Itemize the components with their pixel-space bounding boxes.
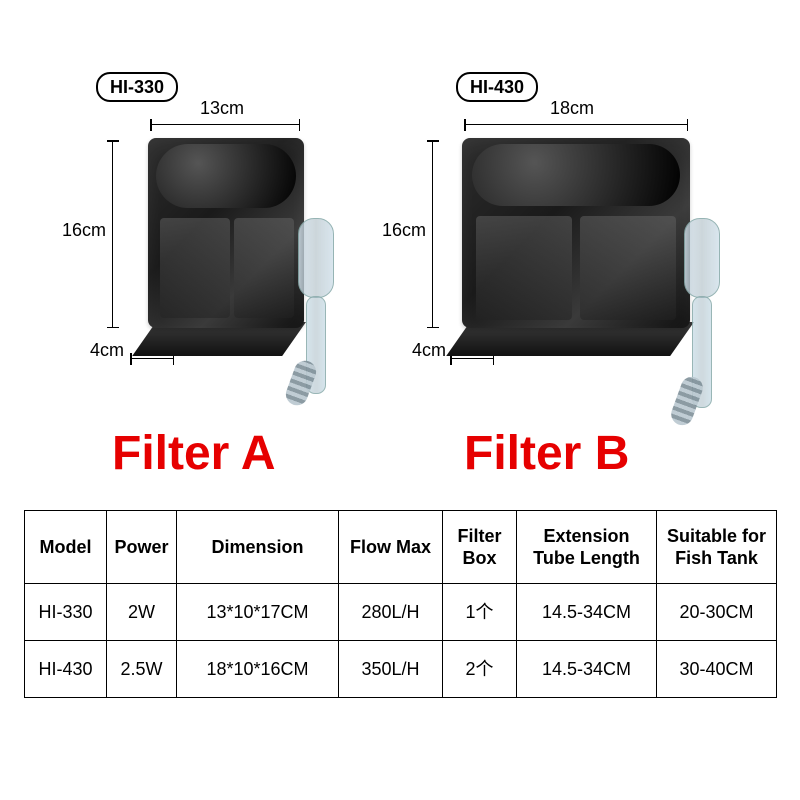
dim-width-b: 18cm <box>550 98 594 119</box>
cell-dim: 18*10*16CM <box>177 641 339 698</box>
col-dim: Dimension <box>177 511 339 584</box>
specs-table: Model Power Dimension Flow Max Filter Bo… <box>24 510 777 698</box>
dim-height-a: 16cm <box>62 220 106 241</box>
cell-dim: 13*10*17CM <box>177 584 339 641</box>
title-filter-a: Filter A <box>112 426 276 481</box>
col-model: Model <box>25 511 107 584</box>
cell-tank: 30-40CM <box>657 641 777 698</box>
cell-flow: 280L/H <box>339 584 443 641</box>
cell-ext: 14.5-34CM <box>517 641 657 698</box>
dim-depth-b: 4cm <box>412 340 446 361</box>
dim-width-a: 13cm <box>200 98 244 119</box>
cell-ext: 14.5-34CM <box>517 584 657 641</box>
dim-height-b: 16cm <box>382 220 426 241</box>
cell-box: 2个 <box>443 641 517 698</box>
col-box: Filter Box <box>443 511 517 584</box>
model-badge-hi430: HI-430 <box>456 72 538 102</box>
col-ext: Extension Tube Length <box>517 511 657 584</box>
cell-model: HI-430 <box>25 641 107 698</box>
cell-box: 1个 <box>443 584 517 641</box>
cell-model: HI-330 <box>25 584 107 641</box>
table-row: HI-330 2W 13*10*17CM 280L/H 1个 14.5-34CM… <box>25 584 777 641</box>
cell-power: 2W <box>107 584 177 641</box>
col-tank: Suitable for Fish Tank <box>657 511 777 584</box>
title-filter-b: Filter B <box>464 426 629 481</box>
cell-power: 2.5W <box>107 641 177 698</box>
model-badge-hi330: HI-330 <box>96 72 178 102</box>
col-flow: Flow Max <box>339 511 443 584</box>
cell-flow: 350L/H <box>339 641 443 698</box>
table-row: HI-430 2.5W 18*10*16CM 350L/H 2个 14.5-34… <box>25 641 777 698</box>
dim-depth-a: 4cm <box>90 340 124 361</box>
table-header-row: Model Power Dimension Flow Max Filter Bo… <box>25 511 777 584</box>
cell-tank: 20-30CM <box>657 584 777 641</box>
col-power: Power <box>107 511 177 584</box>
